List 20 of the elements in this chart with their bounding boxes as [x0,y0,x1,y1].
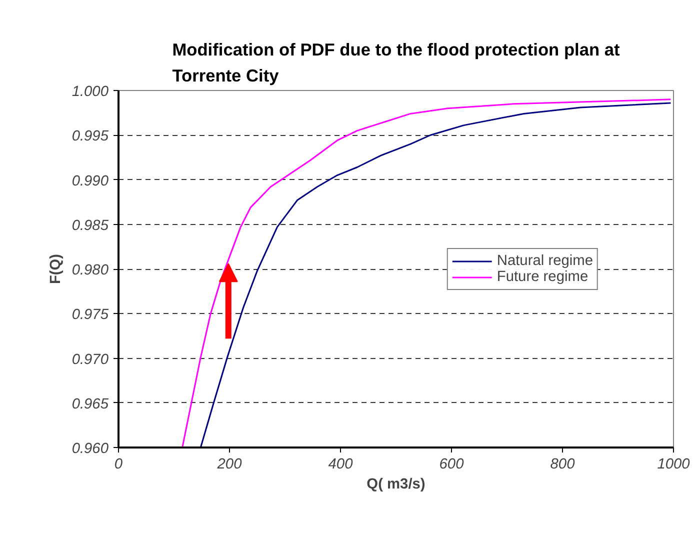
legend-label: Future regime [496,268,588,284]
x-axis-title: Q( m3/s) [366,476,426,492]
chart-title: Modification of PDF due to the flood protection plan at Torrente City [172,40,620,86]
x-tick-label: 1000 [657,456,691,472]
x-tick-label: 0 [114,456,124,472]
x-tick-label: 200 [216,456,243,472]
x-tick-label: 400 [328,456,354,472]
y-tick-label: 0.975 [72,307,110,324]
y-tick-label: 0.965 [72,396,110,412]
y-tick-label: 0.985 [72,218,110,234]
legend-label: Natural regime [496,252,593,268]
y-tick-label: 0.980 [72,262,110,278]
y-tick-label: 0.990 [72,173,110,190]
y-tick-label: 0.995 [72,128,110,145]
y-axis-title: F(Q) [48,254,64,284]
y-tick-label: 0.970 [72,352,110,368]
y-tick-label: 0.960 [72,441,110,457]
x-tick-label: 600 [439,456,465,472]
x-tick-label: 800 [550,456,576,472]
y-tick-label: 1.000 [72,84,110,100]
